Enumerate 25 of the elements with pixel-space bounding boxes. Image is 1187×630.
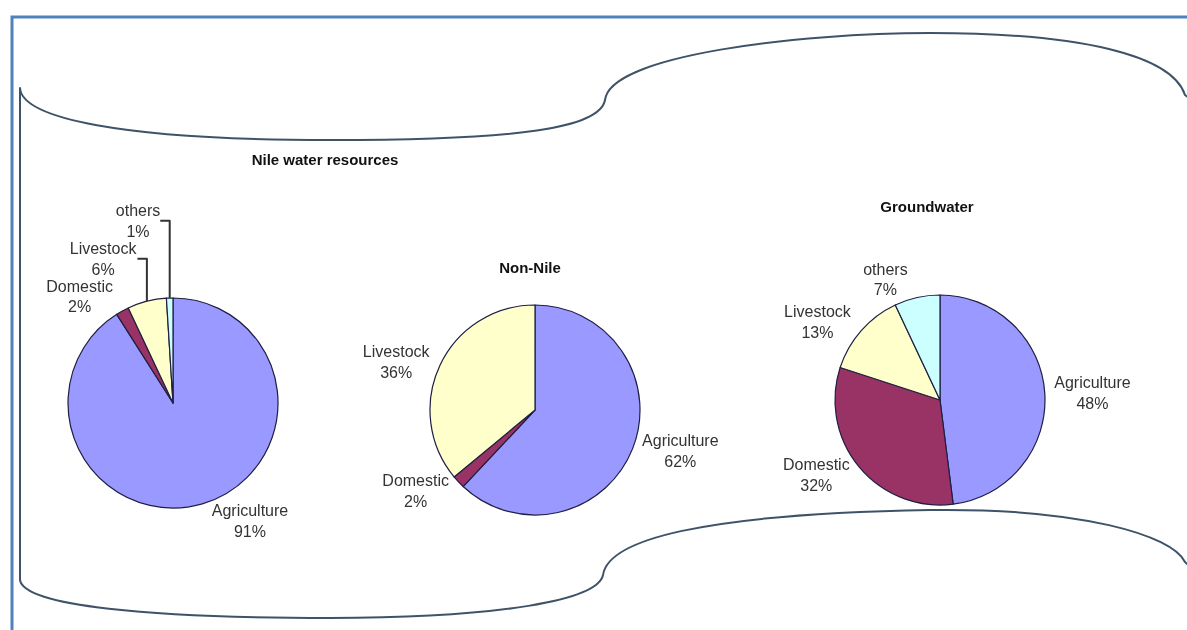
- data-label: 32%: [800, 476, 833, 494]
- text: Nile water resources: [251, 151, 399, 169]
- data-label: 62%: [664, 453, 697, 471]
- data-label: 48%: [1076, 395, 1109, 413]
- slice-label: Domestic: [382, 471, 450, 489]
- data-label: 36%: [380, 363, 413, 381]
- slice-label: Agriculture: [211, 502, 289, 520]
- slice-label: Livestock: [362, 342, 431, 360]
- data-label: 6%: [91, 260, 115, 278]
- data-label: 1%: [126, 222, 150, 240]
- data-label: 2%: [404, 492, 428, 510]
- slice-label: others: [863, 260, 908, 278]
- slice-label: Domestic: [46, 277, 113, 295]
- slice-label: Agriculture: [642, 432, 719, 450]
- slice-label: Agriculture: [1054, 374, 1131, 392]
- chart-title: Non-Nile: [499, 259, 561, 277]
- slice-label: others: [115, 201, 161, 219]
- data-label: 91%: [233, 523, 266, 541]
- data-label: 2%: [68, 298, 92, 316]
- slice-label: Domestic: [782, 455, 850, 473]
- slice-label: Livestock: [784, 303, 852, 321]
- data-label: 13%: [801, 324, 834, 342]
- data-label: 7%: [873, 281, 897, 299]
- chart-title: Groundwater: [880, 198, 974, 216]
- slice-label: Livestock: [69, 239, 138, 257]
